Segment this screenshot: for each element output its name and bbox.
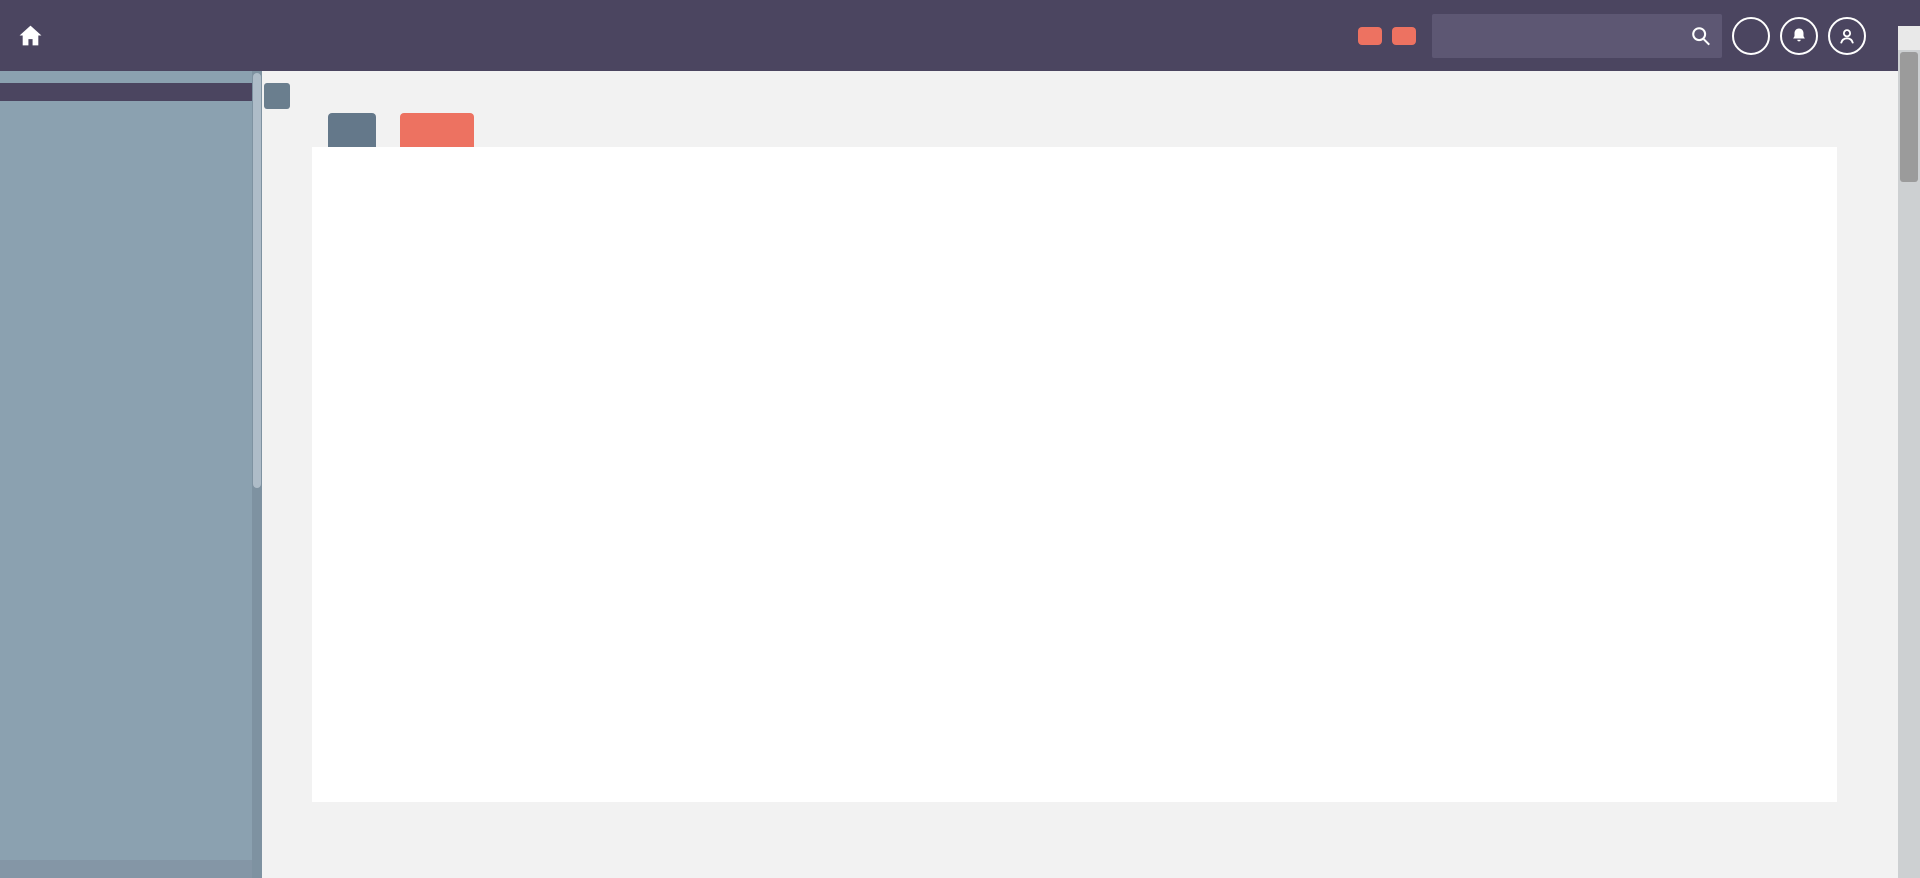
- jobs-button[interactable]: [1392, 26, 1416, 45]
- sidebar-scrollbar-thumb[interactable]: [253, 73, 261, 488]
- scroll-up-icon[interactable]: [1898, 26, 1920, 50]
- scrollbar-cap: [1898, 0, 1920, 26]
- user-icon[interactable]: [1828, 16, 1866, 55]
- legend-header: [0, 83, 252, 101]
- sidebar-scrollbar[interactable]: [252, 71, 262, 878]
- search-icon[interactable]: [1690, 25, 1712, 47]
- tab-actions[interactable]: [400, 113, 474, 147]
- nav-right: [1358, 0, 1886, 71]
- search-input[interactable]: [1432, 13, 1722, 58]
- main-content: [262, 71, 1898, 878]
- sidebar: [0, 71, 252, 878]
- main-scrollbar[interactable]: [1898, 0, 1920, 878]
- help-icon[interactable]: [1732, 16, 1770, 55]
- main-scrollbar-thumb[interactable]: [1900, 52, 1918, 182]
- notifications-icon[interactable]: [1780, 16, 1818, 55]
- home-icon[interactable]: [18, 23, 43, 48]
- diary-button[interactable]: [1358, 26, 1382, 45]
- dashboard-page: [312, 147, 1837, 802]
- recently-viewed-section: [0, 860, 252, 878]
- dashboard-tabs: [328, 113, 474, 147]
- job-status-legend: [0, 83, 252, 101]
- sidebar-collapse-button[interactable]: [264, 83, 290, 109]
- top-nav: [0, 0, 1920, 71]
- search-box: [1432, 13, 1722, 58]
- tab-suitecrm-dashboard[interactable]: [328, 113, 376, 147]
